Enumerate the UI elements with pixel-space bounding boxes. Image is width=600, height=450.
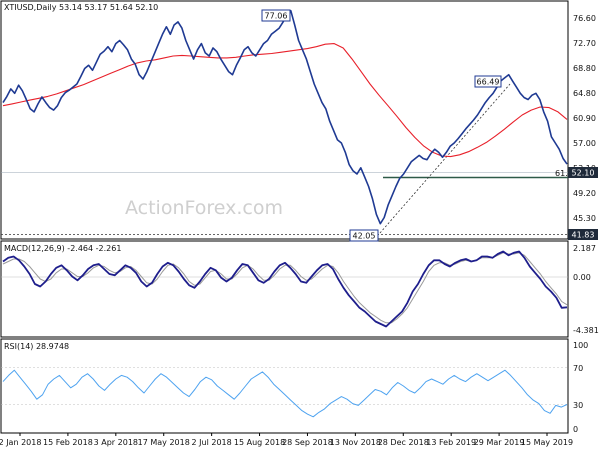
price-y-tick: 72.70 <box>573 39 596 48</box>
x-tick-label: 28 Dec 2018 <box>378 438 429 447</box>
price-y-tick: 57.00 <box>573 139 596 148</box>
price-tag-text: 52.10 <box>572 169 595 178</box>
price-y-tick: 49.20 <box>573 189 596 198</box>
x-tick-label: 2 Jan 2018 <box>0 438 41 447</box>
price-y-tick: 60.90 <box>573 114 596 123</box>
peak1-annotation: 77.06 <box>261 9 291 22</box>
price-y-tick: 76.60 <box>573 14 596 23</box>
x-tick-label: 28 Sep 2018 <box>282 438 333 447</box>
rsi-panel <box>0 338 569 434</box>
low-label: 42.05 <box>353 232 376 241</box>
peak1-label: 77.06 <box>265 12 288 21</box>
peak2-annotation: 66.49 <box>474 75 502 88</box>
price-tag: 52.10 <box>568 167 598 178</box>
macd-y-tick: -4.381 <box>573 326 599 335</box>
x-tick-label: 13 Nov 2018 <box>330 438 381 447</box>
macd-panel <box>0 240 569 338</box>
price-y-tick: 45.30 <box>573 214 596 223</box>
x-tick-label: 3 Apr 2018 <box>94 438 138 447</box>
moving-average-line <box>2 43 568 158</box>
peak2-label: 66.49 <box>477 78 500 87</box>
price-panel <box>0 0 569 240</box>
price-header: XTIUSD,Daily 53.14 53.17 51.64 52.10 <box>4 3 158 12</box>
trend-dotted-line <box>379 83 511 234</box>
x-tick-label: 17 May 2018 <box>138 438 190 447</box>
x-tick-label: 29 Mar 2019 <box>474 438 525 447</box>
fib-label: 61.8 <box>555 169 573 178</box>
price-y-tick: 64.80 <box>573 89 596 98</box>
price-y-tick: 68.80 <box>573 64 596 73</box>
x-tick-label: 15 Feb 2018 <box>43 438 93 447</box>
x-tick-label: 15 May 2019 <box>521 438 573 447</box>
macd-line <box>2 250 568 328</box>
rsi-y-tick: 0 <box>573 425 578 434</box>
rsi-line <box>2 369 568 418</box>
rsi-y-tick: 70 <box>573 364 583 373</box>
x-tick-label: 13 Feb 2019 <box>426 438 476 447</box>
x-tick-label: 2 Jul 2018 <box>192 438 232 447</box>
watermark: ActionForex.com <box>125 197 283 219</box>
low-level-tag: 41.83 <box>568 229 598 240</box>
rsi-header: RSI(14) 28.9748 <box>4 342 69 351</box>
x-tick-label: 15 Aug 2018 <box>234 438 285 447</box>
macd-y-tick: 0.00 <box>573 273 591 282</box>
low-level-tag-text: 41.83 <box>572 231 595 240</box>
macd-header: MACD(12,26,9) -2.464 -2.261 <box>4 244 121 253</box>
rsi-y-tick: 100 <box>573 341 588 350</box>
low-annotation: 42.05 <box>349 229 379 242</box>
rsi-y-tick: 30 <box>573 401 583 410</box>
macd-y-tick: 2.187 <box>573 244 596 253</box>
price-line <box>2 9 568 225</box>
